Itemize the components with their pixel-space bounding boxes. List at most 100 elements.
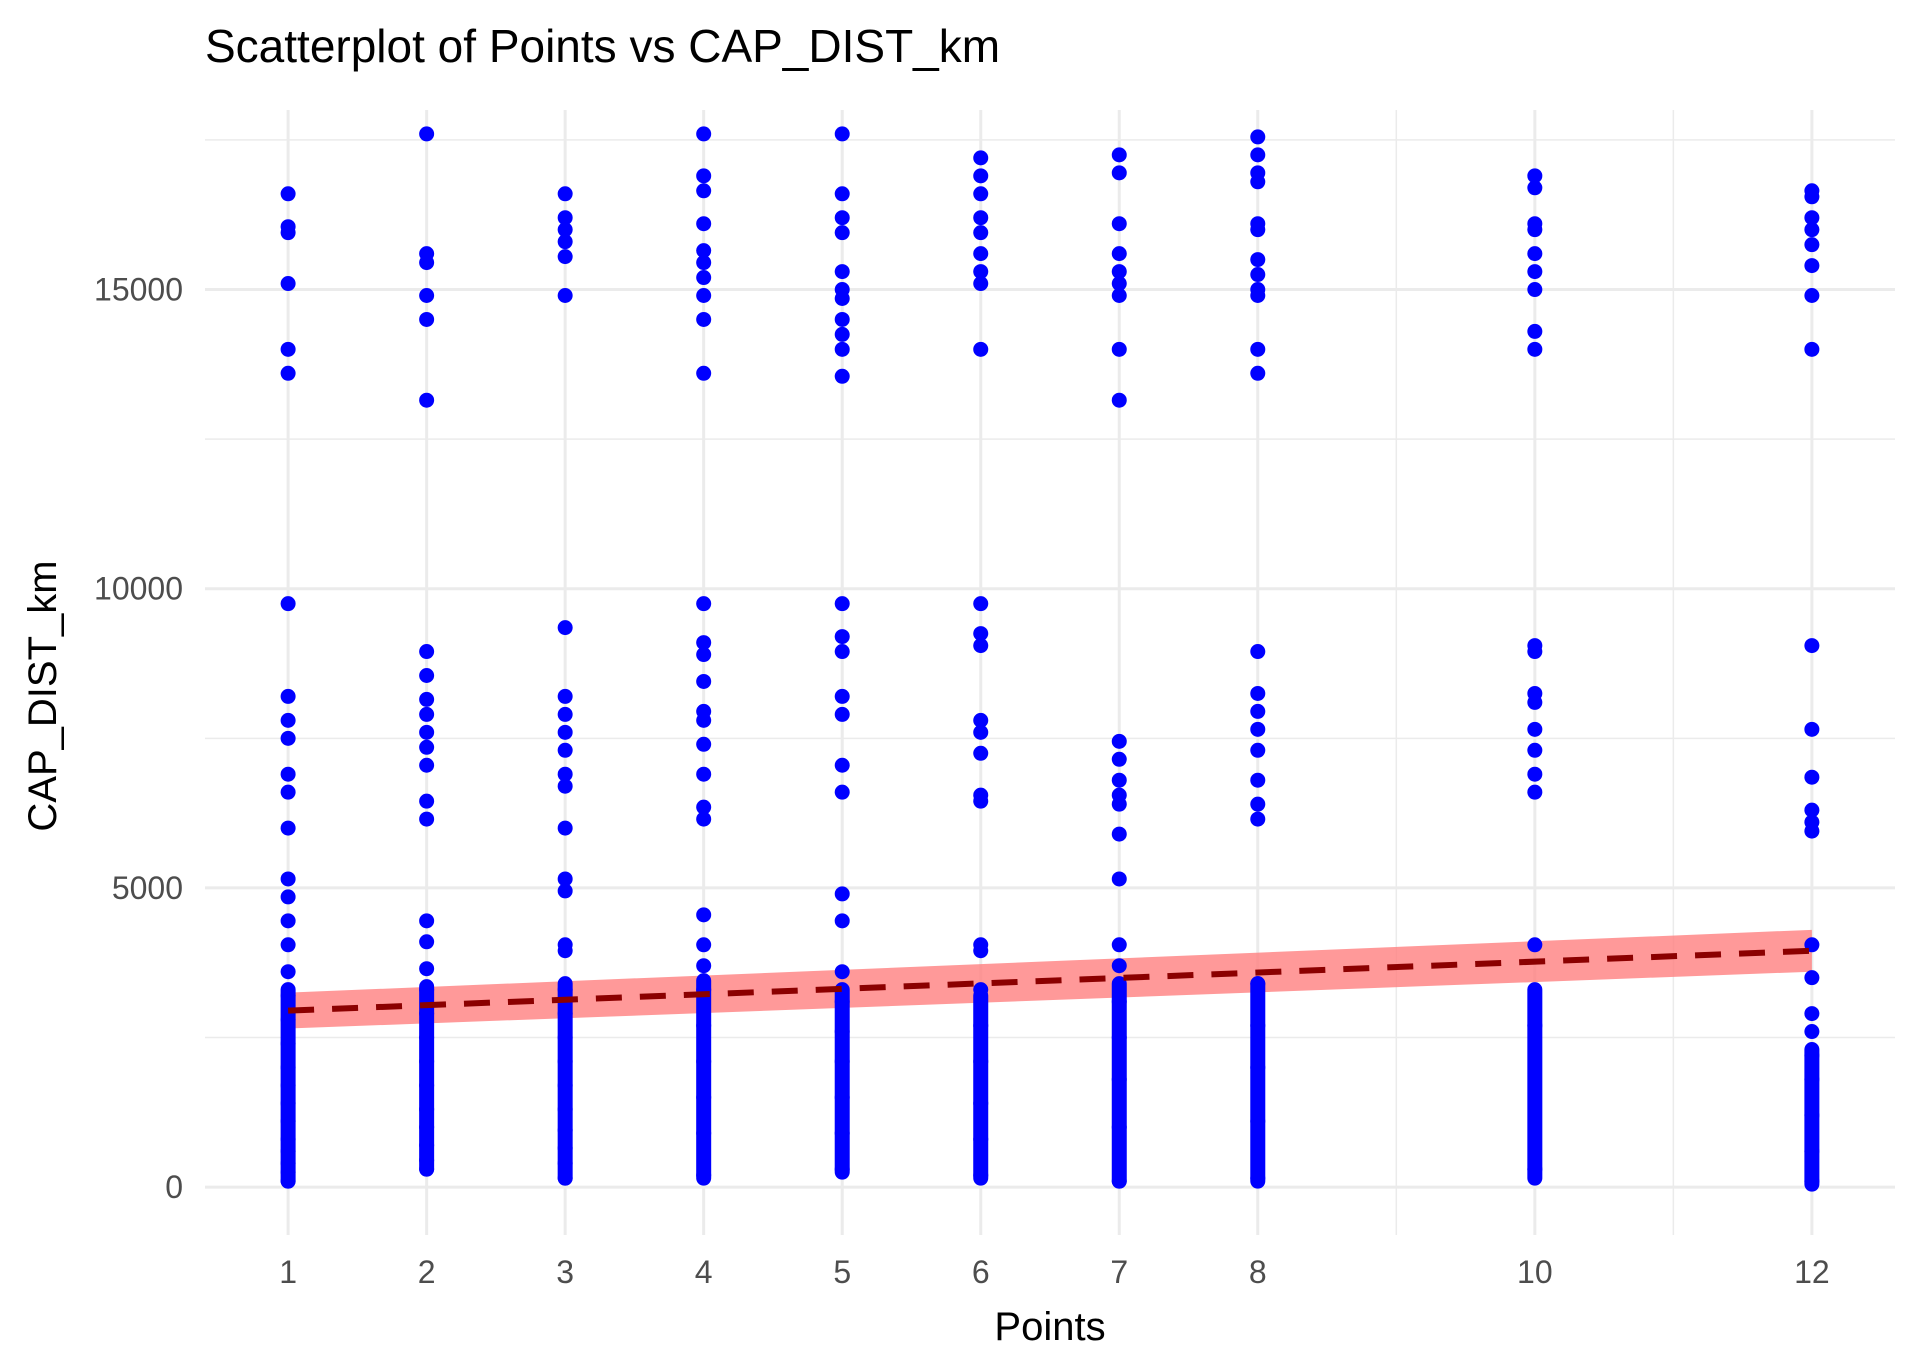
data-point <box>834 1024 850 1040</box>
data-point <box>557 943 573 959</box>
data-point <box>557 778 573 794</box>
data-point <box>834 913 850 929</box>
y-tick-label: 5000 <box>112 870 183 906</box>
data-point <box>419 126 435 142</box>
data-point <box>280 988 296 1004</box>
y-axis-ticks: 0 5000 10000 15000 <box>94 272 183 1206</box>
data-point <box>1527 644 1543 660</box>
fit-line-layer <box>287 947 1813 1014</box>
data-point <box>1250 174 1266 190</box>
data-point <box>1527 264 1543 280</box>
data-point <box>1250 1059 1266 1075</box>
data-point <box>557 1101 573 1117</box>
data-point <box>419 311 435 327</box>
data-point <box>696 673 712 689</box>
data-point <box>973 150 989 166</box>
data-point <box>1111 1173 1127 1189</box>
y-tick-label: 0 <box>165 1169 183 1205</box>
data-point <box>1527 1018 1543 1034</box>
data-point <box>280 784 296 800</box>
data-point <box>696 1053 712 1069</box>
data-point <box>280 596 296 612</box>
data-point <box>696 799 712 815</box>
data-point <box>557 1140 573 1156</box>
data-point <box>834 368 850 384</box>
data-point <box>419 706 435 722</box>
data-point <box>1804 1047 1820 1063</box>
data-point <box>1804 1024 1820 1040</box>
data-point <box>419 392 435 408</box>
data-point <box>1527 784 1543 800</box>
data-point <box>1527 341 1543 357</box>
data-point <box>280 1131 296 1147</box>
data-point <box>419 667 435 683</box>
data-point <box>696 712 712 728</box>
data-point <box>280 937 296 953</box>
data-point <box>1250 644 1266 660</box>
data-point <box>834 210 850 226</box>
data-point <box>1250 796 1266 812</box>
data-point <box>696 243 712 259</box>
data-point <box>557 1053 573 1069</box>
data-point <box>557 883 573 899</box>
data-point <box>557 871 573 887</box>
data-point <box>1111 216 1127 232</box>
data-point <box>280 1143 296 1159</box>
data-point <box>280 276 296 292</box>
data-point <box>1111 1030 1127 1046</box>
x-tick-label: 2 <box>418 1254 436 1290</box>
data-point <box>419 934 435 950</box>
data-point <box>280 712 296 728</box>
data-point <box>557 234 573 250</box>
data-point <box>973 264 989 280</box>
data-point <box>973 341 989 357</box>
data-point <box>419 288 435 304</box>
data-point <box>280 688 296 704</box>
data-point <box>1527 721 1543 737</box>
x-tick-label: 7 <box>1110 1254 1128 1290</box>
data-point <box>557 1155 573 1171</box>
data-point <box>1804 288 1820 304</box>
data-point <box>834 1125 850 1141</box>
x-axis-ticks: 1 2 3 4 5 6 7 8 10 12 <box>279 1254 1829 1290</box>
data-point <box>834 706 850 722</box>
data-point <box>1111 264 1127 280</box>
data-point <box>419 739 435 755</box>
data-point <box>280 1077 296 1093</box>
data-point <box>834 186 850 202</box>
data-point <box>419 1006 435 1022</box>
grid <box>205 110 1895 1235</box>
data-point <box>1250 288 1266 304</box>
data-point <box>1111 1119 1127 1135</box>
data-point <box>696 183 712 199</box>
data-point <box>1527 282 1543 298</box>
data-point <box>1111 772 1127 788</box>
data-point <box>973 1131 989 1147</box>
data-point <box>280 1059 296 1075</box>
data-point <box>280 1173 296 1189</box>
data-point <box>280 1012 296 1028</box>
data-point <box>419 1119 435 1135</box>
data-point <box>1804 222 1820 238</box>
data-point <box>1250 703 1266 719</box>
data-point <box>1804 258 1820 274</box>
data-point <box>1111 165 1127 181</box>
data-point <box>419 811 435 827</box>
data-point <box>834 126 850 142</box>
data-point <box>557 620 573 636</box>
data-point <box>280 1036 296 1052</box>
data-point <box>419 982 435 998</box>
data-point <box>557 742 573 758</box>
data-point <box>834 1053 850 1069</box>
data-point <box>834 290 850 306</box>
data-point <box>834 757 850 773</box>
data-point <box>973 793 989 809</box>
data-point <box>280 730 296 746</box>
data-point <box>696 1018 712 1034</box>
data-point <box>1250 267 1266 283</box>
data-point <box>1111 1071 1127 1087</box>
data-point <box>280 1095 296 1111</box>
data-point <box>1250 129 1266 145</box>
data-point <box>834 311 850 327</box>
